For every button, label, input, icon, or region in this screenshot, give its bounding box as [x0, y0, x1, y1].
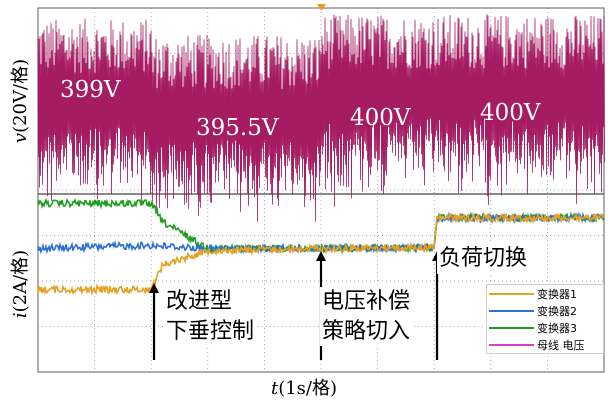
bus-voltage-trace	[37, 14, 605, 222]
voltage-value-label: 400V	[350, 105, 411, 131]
legend-swatch	[489, 292, 534, 295]
legend-item: 变换器3	[487, 319, 603, 336]
legend-swatch	[489, 343, 534, 346]
annotation-droop-control: 改进型 下垂控制	[164, 287, 257, 347]
trigger-marker-icon	[317, 4, 326, 11]
legend-item: 变换器2	[487, 302, 603, 319]
voltage-axis-label: v(20V/格)	[10, 58, 31, 144]
legend: 变换器1 变换器2 变换器3 母线 电压	[486, 284, 604, 354]
legend-swatch	[489, 326, 534, 329]
arrow-head-icon	[149, 283, 160, 293]
arrow-head-icon	[316, 251, 326, 261]
voltage-value-label: 395.5V	[196, 115, 279, 141]
current-axis-label: i(2A/格)	[10, 249, 32, 319]
legend-swatch	[489, 309, 534, 312]
voltage-value-label: 400V	[480, 100, 541, 126]
time-axis-label: t(1s/格)	[270, 378, 338, 399]
annotation-load-switch: 负荷切换	[437, 244, 530, 274]
annotation-voltage-compensation: 电压补偿 策略切入	[320, 287, 413, 347]
legend-item: 变换器1	[487, 285, 603, 302]
voltage-value-label: 399V	[60, 77, 121, 103]
legend-item: 母线 电压	[487, 336, 603, 353]
